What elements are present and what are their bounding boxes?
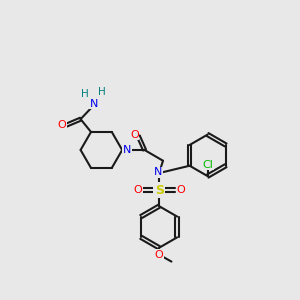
Text: O: O	[58, 120, 67, 130]
Text: H: H	[98, 87, 105, 97]
Text: N: N	[154, 167, 163, 177]
Text: O: O	[176, 185, 185, 195]
Text: N: N	[123, 145, 131, 155]
Text: H: H	[81, 89, 88, 99]
Text: O: O	[130, 130, 139, 140]
Text: Cl: Cl	[202, 160, 213, 170]
Text: O: O	[155, 250, 164, 260]
Text: O: O	[133, 185, 142, 195]
Text: S: S	[154, 184, 164, 196]
Text: N: N	[89, 99, 98, 109]
